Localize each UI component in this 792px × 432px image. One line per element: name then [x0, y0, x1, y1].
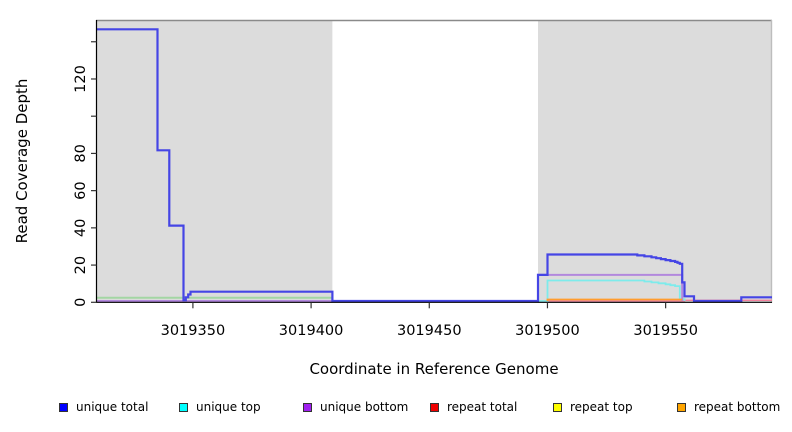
legend-item-unique-top: unique top — [179, 400, 261, 414]
coverage-series-lines — [96, 28, 772, 303]
x-tick-label: 3019500 — [515, 323, 580, 339]
legend-swatch-icon — [553, 402, 562, 412]
legend-swatch-icon — [179, 402, 188, 412]
legend-swatch-icon — [677, 402, 686, 412]
legend-swatch-icon — [59, 402, 68, 412]
x-tick-label: 3019450 — [397, 323, 462, 339]
legend-label: repeat total — [447, 400, 518, 414]
legend-label: unique total — [76, 400, 149, 414]
legend-label: unique top — [196, 400, 261, 414]
legend-item-repeat-top: repeat top — [553, 400, 633, 414]
legend-label: unique bottom — [320, 400, 409, 414]
legend-label: repeat bottom — [694, 400, 781, 414]
axes: 0 20 40 60 80 120 3019350 3019400 3019450 3019500… — [73, 20, 772, 339]
series-line-repeat-bottom — [546, 298, 683, 301]
x-tick-label: 3019400 — [279, 323, 344, 339]
legend-label: repeat top — [570, 400, 633, 414]
x-tick-label: 3019550 — [633, 323, 698, 339]
series-line-unique-total — [96, 28, 772, 303]
x-axis-title: Coordinate in Reference Genome — [309, 360, 558, 378]
y-tick-label: 20 — [73, 256, 89, 274]
legend-item-unique-total: unique total — [59, 400, 148, 414]
x-tick-label: 3019350 — [161, 323, 226, 339]
legend-swatch-icon — [303, 402, 312, 412]
legend-item-unique-bottom: unique bottom — [303, 400, 408, 414]
y-tick-label: 60 — [73, 181, 89, 199]
y-tick-label: 120 — [73, 65, 89, 93]
legend-swatch-icon — [430, 402, 439, 412]
y-axis-title: Read Coverage Depth — [13, 79, 31, 244]
legend-item-repeat-total: repeat total — [430, 400, 517, 414]
y-tick-label: 0 — [73, 298, 89, 307]
legend-item-repeat-bottom: repeat bottom — [677, 400, 780, 414]
repeat-region-right — [538, 20, 772, 303]
y-tick-label: 40 — [73, 219, 89, 237]
repeat-region-left — [96, 20, 333, 303]
y-tick-label: 80 — [73, 144, 89, 162]
series-line-unique-top — [538, 279, 686, 302]
repeat-shaded-regions — [96, 20, 772, 303]
plot-borders — [96, 19, 773, 303]
